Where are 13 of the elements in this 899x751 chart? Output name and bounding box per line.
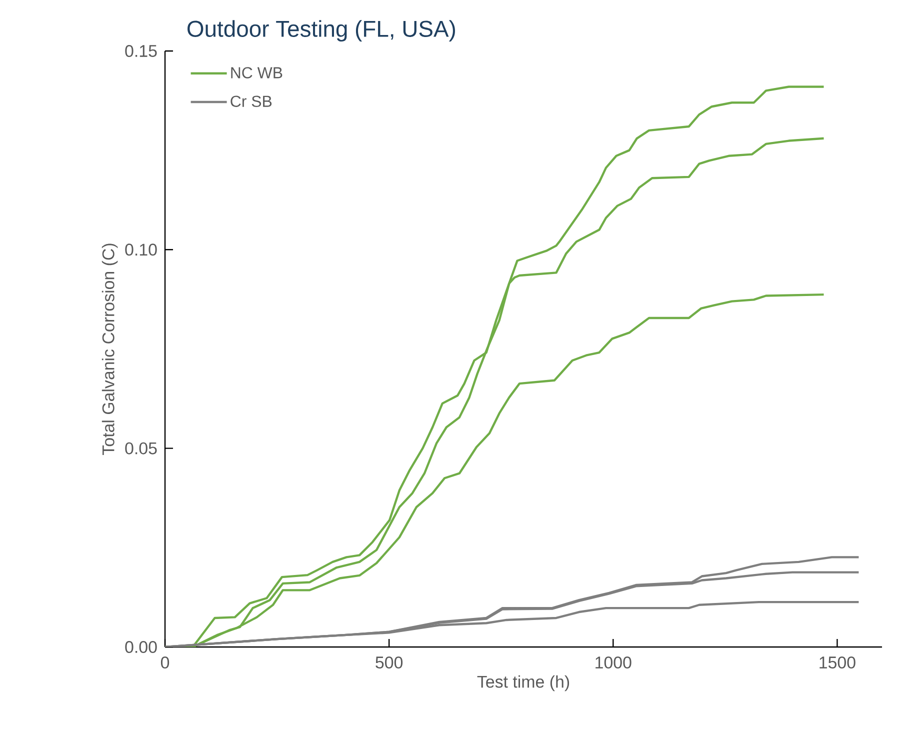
y-axis-title: Total Galvanic Corrosion (C) (102, 244, 118, 455)
legend-label: Cr SB (230, 96, 272, 107)
chart-title: Outdoor Testing (FL, USA) (188, 20, 455, 42)
x-tick-label: 1500 (820, 656, 856, 669)
x-tick-label: 1000 (596, 656, 632, 669)
y-tick-label: 0.15 (125, 44, 157, 57)
y-tick-label: 0.00 (125, 640, 157, 653)
x-tick-label: 500 (376, 656, 403, 669)
legend-label: NC WB (231, 67, 282, 78)
y-tick-label: 0.05 (125, 442, 157, 454)
y-tick-label: 0.10 (125, 244, 157, 256)
x-tick-label: 0 (160, 656, 170, 669)
x-axis-title: Test time (h) (477, 675, 570, 692)
